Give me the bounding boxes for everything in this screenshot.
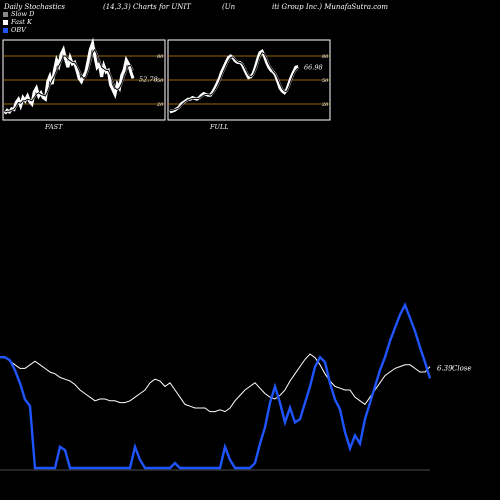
full-title: FULL [209,123,229,131]
close-value-label: 6.39 [437,365,453,373]
full-value-label: 66.98 [304,63,323,71]
fast-band-label-20: 20 [156,102,164,108]
legend-label-slow-d: Slow D [11,10,35,18]
legend-swatch-obv [3,27,8,33]
close-value-suffix: Close [452,365,472,373]
legend-item-slow-d: Slow D [3,10,34,18]
chart-header-right-b: iti Group Inc.) MunafaSutra.com [272,3,389,11]
full-band-label-80: 80 [322,54,329,60]
close-price-line [0,353,431,413]
full-series-1 [170,52,299,111]
fast-value-label: 52.78 [139,75,158,83]
legend-swatch-fast-k [3,19,8,25]
chart-header-mid: (14,3,3) Charts for UNIT [103,3,191,11]
legend-label-fast-k: Fast K [11,18,32,26]
legend-item-fast-k: Fast K [3,18,34,26]
legend-label-obv: OBV [11,26,26,34]
chart-header-right-a: (Un [222,3,236,11]
fast-band-label-80: 80 [157,54,164,60]
chart-header-left: Daily Stochastics [4,3,66,11]
fast-band-label-50: 50 [157,78,164,84]
legend: Slow D Fast K OBV [3,10,34,34]
obv-line [0,302,432,470]
fast-series-0-outline [3,37,135,115]
full-band-label-20: 20 [321,102,329,108]
full-band-label-50: 50 [322,78,329,84]
fast-title: FAST [44,123,63,131]
legend-swatch-slow-d [3,11,8,17]
legend-item-obv: OBV [3,26,34,34]
fast-series-0 [4,38,135,115]
fast-series-1 [4,48,134,113]
